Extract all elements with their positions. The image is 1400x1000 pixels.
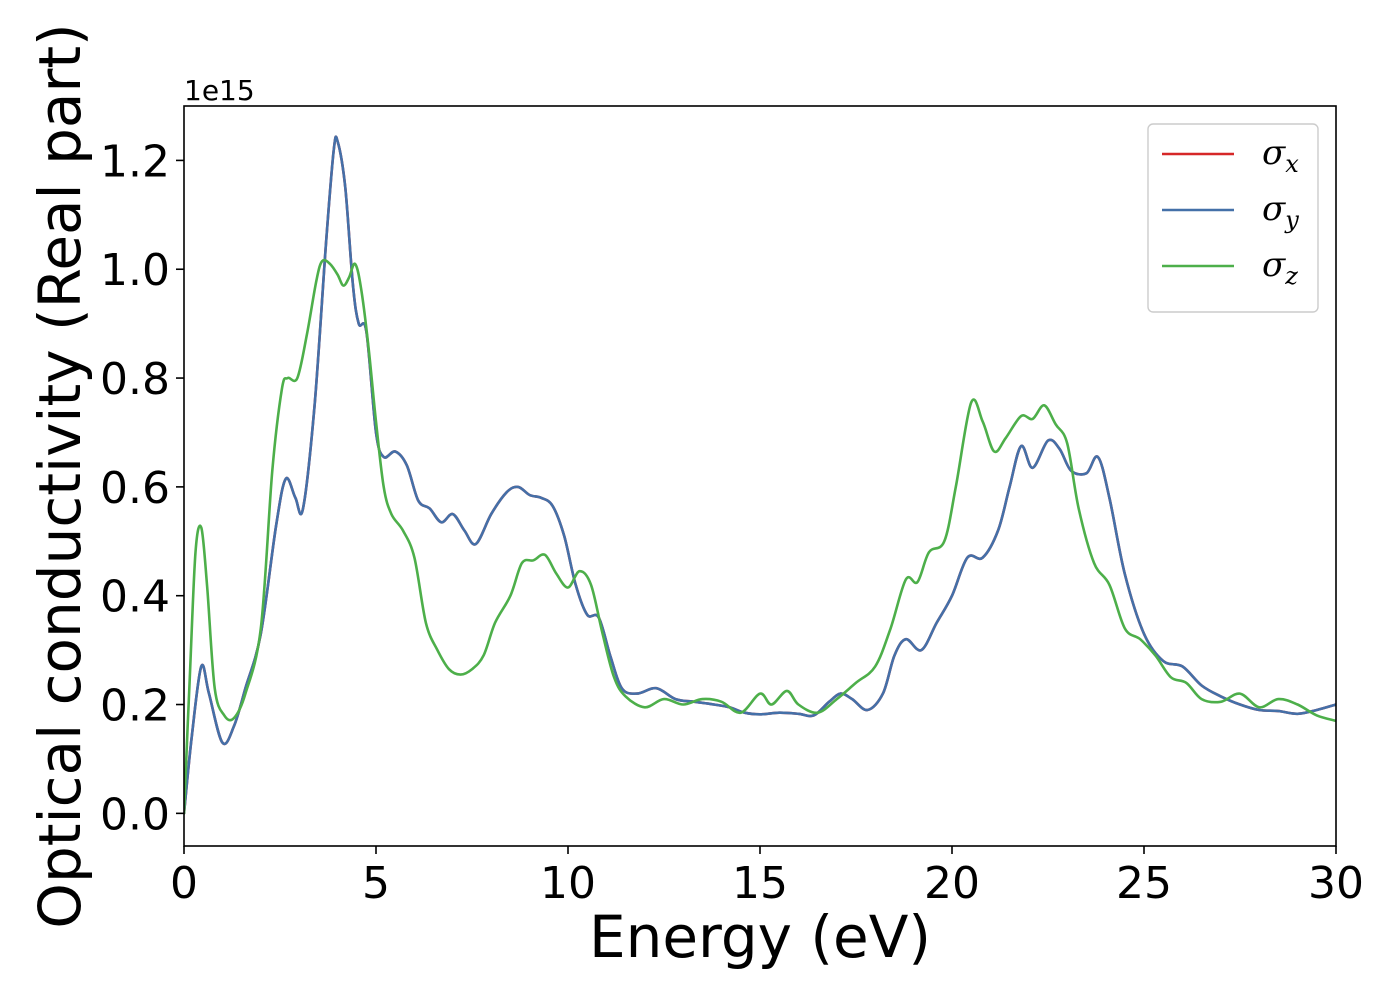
x-axis: 0 5 10 15 20 25 30: [170, 846, 1364, 909]
legend-label-x: σx: [1262, 133, 1299, 178]
x-tick-label: 25: [1116, 858, 1172, 909]
x-tick-label: 5: [362, 858, 390, 909]
x-tick-label: 15: [732, 858, 788, 909]
legend-label-y: σy: [1262, 189, 1299, 234]
x-axis-label: Energy (eV): [589, 903, 931, 971]
legend: σx σy σz: [1147, 123, 1319, 313]
y-tick-label: 0.0: [100, 789, 170, 840]
x-tick-label: 0: [170, 858, 198, 909]
y-tick-label: 1.0: [100, 245, 170, 296]
series-line-z: [184, 258, 1336, 815]
series-layer: [184, 135, 1336, 815]
y-tick-label: 1.2: [100, 136, 170, 187]
y-offset-text: 1e15: [184, 74, 255, 107]
y-axis: 0.0 0.2 0.4 0.6 0.8 1.0 1.2: [100, 136, 184, 840]
y-tick-label: 0.4: [100, 572, 170, 623]
y-tick-label: 0.2: [100, 681, 170, 732]
y-tick-label: 0.8: [100, 354, 170, 405]
legend-label-z: σz: [1262, 245, 1298, 290]
y-axis-label: Optical conductivity (Real part): [26, 23, 94, 928]
y-tick-label: 0.6: [100, 463, 170, 514]
x-tick-label: 10: [540, 858, 596, 909]
series-line-y: [184, 135, 1336, 815]
x-tick-label: 30: [1308, 858, 1364, 909]
x-tick-label: 20: [924, 858, 980, 909]
